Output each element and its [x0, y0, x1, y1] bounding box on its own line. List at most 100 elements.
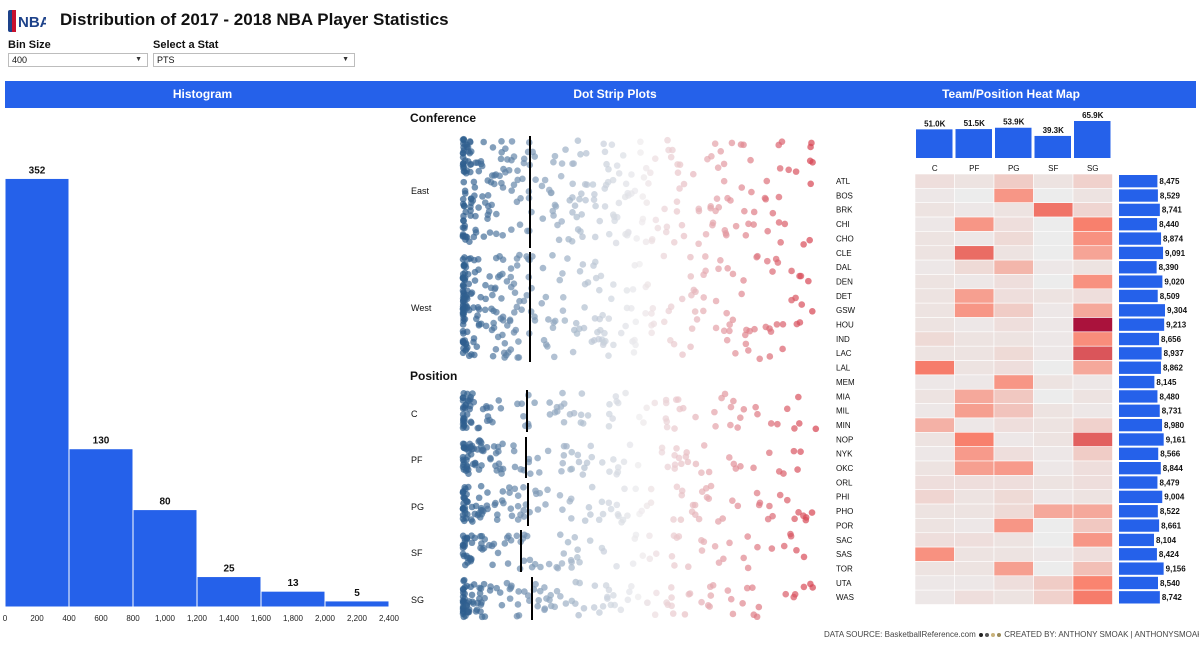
strip-dot [726, 454, 733, 461]
strip-dot [692, 413, 699, 421]
strip-dot [465, 280, 473, 288]
strip-dot [534, 454, 541, 462]
strip-dot [568, 238, 576, 245]
heatmap-cell [993, 446, 1034, 462]
strip-dot [550, 212, 557, 219]
strip-dot [715, 518, 722, 525]
strip-row-east [459, 135, 816, 248]
strip-dot [474, 312, 481, 319]
strip-dot [560, 550, 568, 557]
strip-dot [507, 505, 515, 513]
heatmap-cell [1072, 546, 1113, 562]
strip-dot [687, 343, 694, 351]
strip-dot [797, 272, 805, 280]
strip-dot [668, 594, 675, 601]
strip-dot [609, 176, 617, 184]
strip-dot [595, 335, 602, 343]
strip-dot [577, 411, 585, 419]
heatmap-cell [954, 431, 995, 447]
heatmap-cell [914, 360, 955, 376]
section-header-bar [5, 81, 1196, 108]
strip-dot [728, 139, 736, 147]
strip-dot [463, 515, 470, 522]
strip-dot [790, 593, 798, 601]
strip-dot [483, 502, 491, 509]
strip-section-title: Dot Strip Plots [573, 87, 657, 101]
strip-dot [503, 278, 511, 285]
stat-value: PTS [157, 55, 175, 65]
dot-strip-plots [459, 135, 820, 621]
strip-dot [488, 305, 495, 313]
strip-dot [498, 137, 505, 145]
strip-dot [520, 484, 527, 491]
strip-dot [714, 164, 722, 171]
strip-dot [520, 159, 528, 167]
strip-dot [468, 351, 475, 358]
strip-dot [748, 188, 755, 196]
team-total-label: 8,479 [1159, 478, 1180, 487]
heatmap-cell [993, 288, 1034, 304]
heatmap-cell [1072, 431, 1113, 447]
strip-dot [643, 404, 650, 412]
strip-dot [631, 535, 639, 542]
strip-dot [766, 353, 774, 360]
strip-dot [740, 554, 747, 562]
heatmap-cell [1072, 288, 1113, 304]
strip-dot [750, 208, 758, 216]
strip-dot [464, 483, 472, 491]
strip-dot [551, 603, 559, 611]
strip-dot [702, 267, 709, 275]
strip-dot [571, 202, 579, 210]
strip-dot [582, 196, 589, 204]
strip-dot [732, 222, 740, 230]
strip-dot [492, 230, 500, 238]
position-header: SG [1087, 164, 1099, 173]
histogram-x-tick: 1,600 [251, 614, 272, 623]
stat-select[interactable]: PTS ▼ [153, 53, 355, 67]
strip-dot [768, 545, 776, 552]
strip-dot [481, 306, 489, 314]
heatmap-cell [914, 489, 955, 505]
strip-dot [615, 170, 623, 177]
heatmap-cell [993, 403, 1034, 419]
strip-dot [647, 485, 655, 493]
heatmap-cell [914, 345, 955, 361]
histogram-x-tick: 600 [94, 614, 108, 623]
strip-dot [717, 147, 725, 155]
strip-dot [568, 564, 575, 571]
bin-size-select[interactable]: 400 ▼ [8, 53, 148, 67]
heatmap-cell [954, 518, 995, 534]
strip-dot [579, 261, 587, 268]
strip-dot [520, 557, 528, 565]
team-total-label: 8,540 [1160, 579, 1181, 588]
strip-dot [800, 583, 808, 591]
strip-dot [558, 160, 566, 167]
strip-dot [643, 199, 651, 207]
strip-dot [499, 231, 506, 239]
heatmap-cell [993, 374, 1034, 390]
heatmap-cell [1033, 575, 1074, 591]
strip-dot [489, 291, 496, 299]
heatmap-cell [914, 388, 955, 404]
strip-dot [727, 403, 735, 411]
strip-dot [464, 390, 471, 398]
strip-dot [576, 325, 583, 333]
team-total-bar [1119, 332, 1160, 346]
heatmap-cell [914, 188, 955, 203]
strip-dot [693, 316, 701, 323]
strip-dot [551, 409, 559, 416]
strip-dot [470, 335, 478, 342]
strip-dot [463, 465, 471, 472]
strip-dot [695, 207, 703, 215]
heatmap-cell [1072, 173, 1113, 189]
strip-dot [459, 532, 467, 540]
strip-dot [568, 558, 575, 566]
strip-dot [505, 484, 513, 491]
strip-dot [506, 316, 514, 324]
strip-dot [614, 468, 622, 476]
strip-dot [812, 425, 820, 433]
strip-dot [753, 253, 760, 261]
heatmap-cell [954, 331, 995, 347]
strip-dot [671, 425, 678, 432]
strip-dot [468, 516, 475, 523]
